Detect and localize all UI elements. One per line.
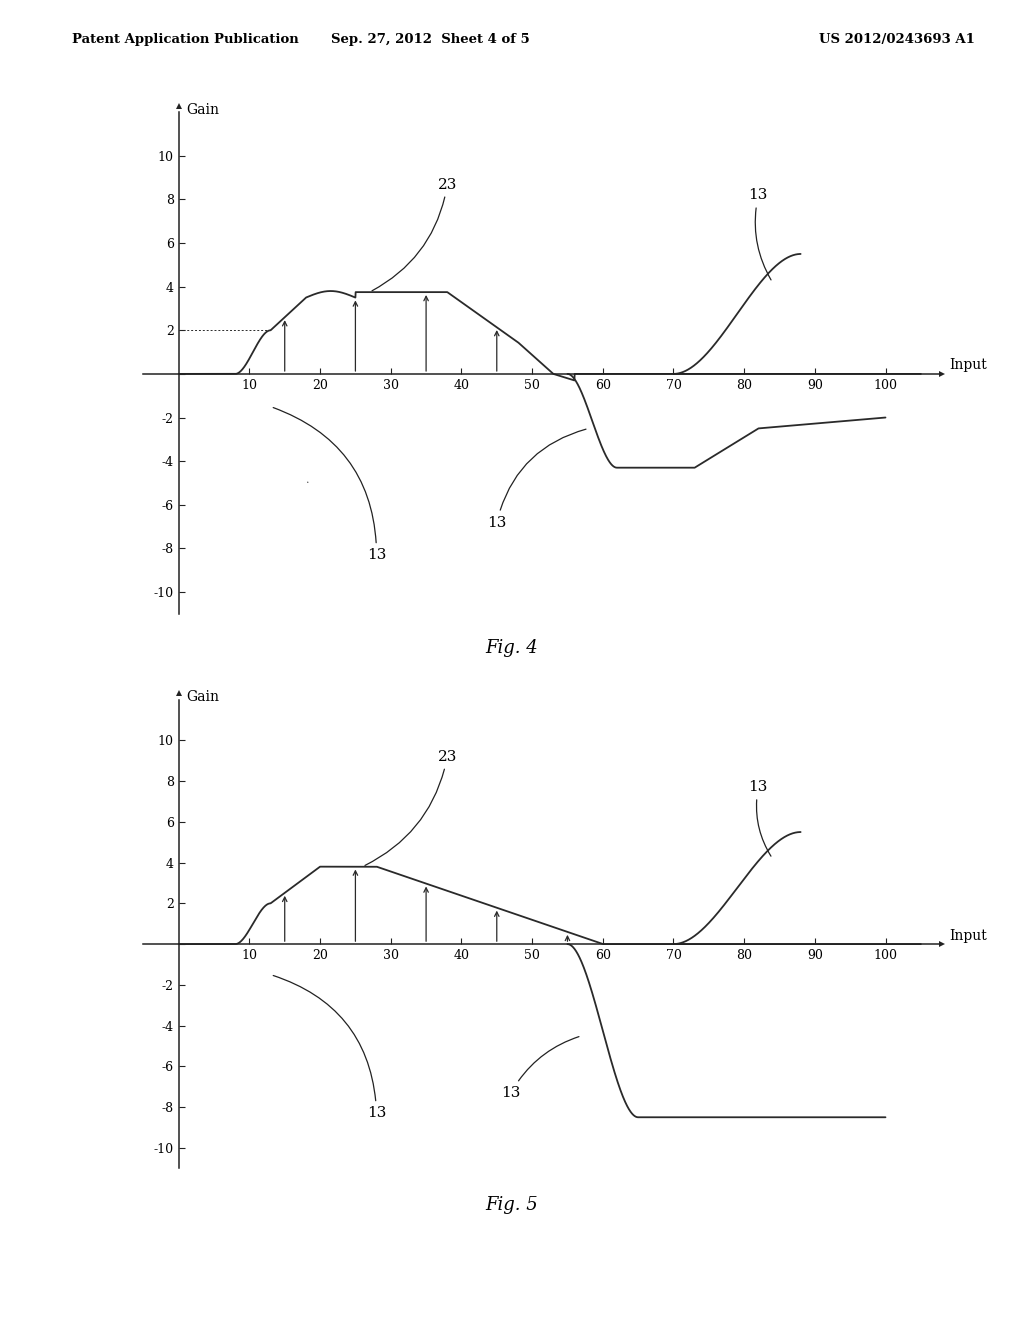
Text: Patent Application Publication: Patent Application Publication (72, 33, 298, 46)
Text: Input: Input (949, 929, 987, 942)
Text: 23: 23 (365, 750, 457, 866)
Text: Sep. 27, 2012  Sheet 4 of 5: Sep. 27, 2012 Sheet 4 of 5 (331, 33, 529, 46)
Text: 13: 13 (273, 975, 386, 1121)
Text: Fig. 5: Fig. 5 (485, 1196, 539, 1214)
Text: 13: 13 (749, 780, 771, 857)
Text: 13: 13 (749, 189, 771, 280)
Text: 13: 13 (273, 408, 386, 562)
Text: Gain: Gain (185, 689, 219, 704)
Text: Input: Input (949, 358, 987, 372)
Text: 13: 13 (501, 1036, 579, 1100)
Text: .: . (306, 475, 309, 484)
Text: 13: 13 (487, 429, 586, 529)
Text: US 2012/0243693 A1: US 2012/0243693 A1 (819, 33, 975, 46)
Text: 23: 23 (372, 177, 457, 290)
Text: Fig. 4: Fig. 4 (485, 639, 539, 657)
Text: Gain: Gain (185, 103, 219, 116)
